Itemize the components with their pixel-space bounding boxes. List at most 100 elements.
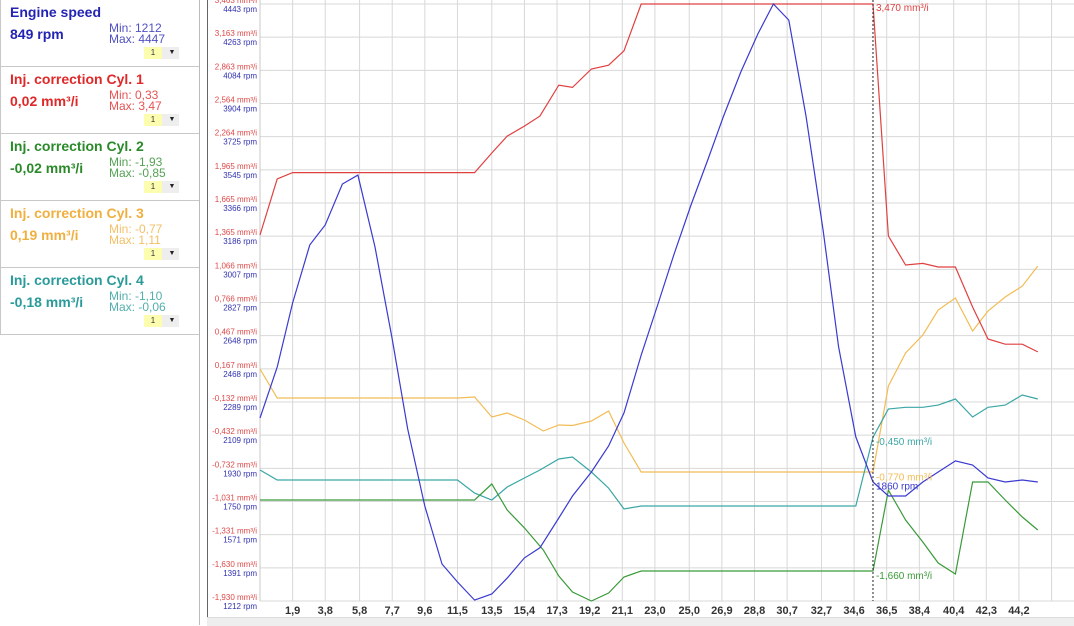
channel-value: 849 rpm — [10, 26, 64, 42]
scale-select[interactable]: 1 ▼ — [144, 47, 179, 59]
y-tick-label-rpm: 2648 rpm — [223, 337, 257, 346]
y-tick-label-rpm: 1930 rpm — [223, 469, 257, 478]
y-tick-label-rpm: 2827 rpm — [223, 304, 257, 313]
x-tick-label: 42,3 — [976, 605, 997, 617]
channel-max: Max: -0,85 — [109, 166, 166, 180]
x-tick-label: 28,8 — [744, 605, 765, 617]
series-line-3 — [259, 265, 1039, 473]
y-tick-label-mm: 3,463 mm³/i — [215, 0, 257, 5]
y-tick-label-rpm: 1212 rpm — [223, 602, 257, 611]
y-tick-label-rpm: 2109 rpm — [223, 436, 257, 445]
y-tick-label-rpm: 3186 rpm — [223, 237, 257, 246]
y-tick-label-mm: 2,863 mm³/i — [215, 62, 257, 71]
series-line-2 — [260, 481, 1039, 602]
y-tick-label-mm: -0,132 mm³/i — [212, 394, 257, 403]
cursor-value-label: -1,660 mm³/i — [876, 571, 932, 582]
y-tick-label-mm: -1,930 mm³/i — [212, 593, 257, 602]
scale-select-value: 1 — [144, 47, 162, 59]
x-tick-label: 25,0 — [679, 605, 700, 617]
x-tick-label: 17,3 — [546, 605, 567, 617]
channel-title: Inj. correction Cyl. 1 — [10, 71, 144, 87]
x-tick-label: 40,4 — [943, 605, 965, 617]
y-tick-label-mm: 1,965 mm³/i — [215, 162, 257, 171]
channel-sidebar: Engine speed 849 rpm Min: 1212 Max: 4447… — [0, 0, 200, 625]
chevron-down-icon[interactable]: ▼ — [168, 183, 176, 190]
cursor-value-label: 3,470 mm³/i — [876, 3, 929, 14]
y-tick-label-mm: 0,467 mm³/i — [215, 328, 257, 337]
y-tick-label-rpm: 3545 rpm — [223, 171, 257, 180]
y-tick-label-rpm: 3725 rpm — [223, 138, 257, 147]
channel-title: Engine speed — [10, 4, 102, 20]
series-line-1 — [259, 3, 1039, 353]
y-axis-line — [207, 0, 208, 625]
x-tick-label: 44,2 — [1008, 605, 1029, 617]
channel-max: Max: 1,11 — [109, 233, 161, 247]
y-tick-label-mm: -1,031 mm³/i — [212, 494, 257, 503]
scale-select-value: 1 — [144, 114, 162, 126]
x-tick-label: 30,7 — [776, 605, 797, 617]
series-line-0 — [259, 2, 1038, 601]
y-tick-label-rpm: 3904 rpm — [223, 105, 257, 114]
cursor-value-label: -0,770 mm³/i — [876, 473, 932, 484]
horizontal-scrollbar[interactable] — [207, 617, 1074, 626]
x-tick-label: 21,1 — [612, 605, 633, 617]
chevron-down-icon[interactable]: ▼ — [168, 49, 176, 56]
channel-title: Inj. correction Cyl. 2 — [10, 138, 144, 154]
y-tick-label-rpm: 2289 rpm — [223, 403, 257, 412]
channel-value: -0,18 mm³/i — [10, 294, 84, 310]
x-tick-label: 26,9 — [711, 605, 732, 617]
x-tick-label: 1,9 — [285, 605, 300, 617]
y-tick-label-mm: 2,564 mm³/i — [215, 96, 257, 105]
y-tick-label-rpm: 1571 rpm — [223, 536, 257, 545]
scale-select[interactable]: 1 ▼ — [144, 114, 179, 126]
channel-max: Max: 4447 — [109, 32, 166, 46]
scale-select-value: 1 — [144, 248, 162, 260]
x-tick-label: 38,4 — [909, 605, 931, 617]
channel-panel[interactable]: Inj. correction Cyl. 2 -0,02 mm³/i Min: … — [0, 134, 199, 201]
scale-select[interactable]: 1 ▼ — [144, 315, 179, 327]
x-tick-label: 3,8 — [318, 605, 333, 617]
y-tick-label-rpm: 4084 rpm — [223, 71, 257, 80]
channel-panel[interactable]: Inj. correction Cyl. 1 0,02 mm³/i Min: 0… — [0, 67, 199, 134]
y-tick-label-rpm: 4443 rpm — [223, 5, 257, 14]
channel-max: Max: -0,06 — [109, 300, 166, 314]
y-tick-label-rpm: 3007 rpm — [223, 270, 257, 279]
channel-panel[interactable]: Engine speed 849 rpm Min: 1212 Max: 4447… — [0, 0, 199, 67]
cursor-value-label: 1860 rpm — [876, 481, 918, 492]
scale-select[interactable]: 1 ▼ — [144, 248, 179, 260]
channel-min: Min: 1212 — [109, 21, 162, 35]
channel-value: -0,02 mm³/i — [10, 160, 84, 176]
x-tick-label: 9,6 — [417, 605, 432, 617]
y-tick-label-rpm: 3366 rpm — [223, 204, 257, 213]
y-tick-label-mm: -0,432 mm³/i — [212, 427, 257, 436]
y-tick-label-mm: -0,732 mm³/i — [212, 460, 257, 469]
channel-panel[interactable]: Inj. correction Cyl. 3 0,19 mm³/i Min: -… — [0, 201, 199, 268]
chevron-down-icon[interactable]: ▼ — [168, 317, 176, 324]
x-tick-label: 36,5 — [876, 605, 897, 617]
x-tick-label: 13,5 — [481, 605, 502, 617]
x-tick-label: 15,4 — [514, 605, 536, 617]
chevron-down-icon[interactable]: ▼ — [168, 250, 176, 257]
y-tick-label-mm: 1,066 mm³/i — [215, 261, 257, 270]
x-tick-label: 5,8 — [352, 605, 367, 617]
channel-value: 0,19 mm³/i — [10, 227, 79, 243]
y-tick-label-mm: 0,766 mm³/i — [215, 295, 257, 304]
y-tick-label-rpm: 4263 rpm — [223, 38, 257, 47]
scale-select-value: 1 — [144, 181, 162, 193]
chevron-down-icon[interactable]: ▼ — [168, 116, 176, 123]
x-tick-label: 32,7 — [811, 605, 832, 617]
y-tick-label-mm: 1,665 mm³/i — [215, 195, 257, 204]
scale-select[interactable]: 1 ▼ — [144, 181, 179, 193]
x-tick-label: 23,0 — [644, 605, 665, 617]
channel-value: 0,02 mm³/i — [10, 93, 79, 109]
y-tick-label-mm: -1,331 mm³/i — [212, 527, 257, 536]
x-tick-label: 34,6 — [843, 605, 864, 617]
y-tick-label-mm: 0,167 mm³/i — [215, 361, 257, 370]
channel-min: Min: -0,77 — [109, 222, 163, 236]
channel-panel[interactable]: Inj. correction Cyl. 4 -0,18 mm³/i Min: … — [0, 268, 199, 335]
cursor-value-label: -0,450 mm³/i — [876, 437, 932, 448]
x-tick-label: 7,7 — [385, 605, 400, 617]
scale-select-value: 1 — [144, 315, 162, 327]
channel-title: Inj. correction Cyl. 3 — [10, 205, 144, 221]
